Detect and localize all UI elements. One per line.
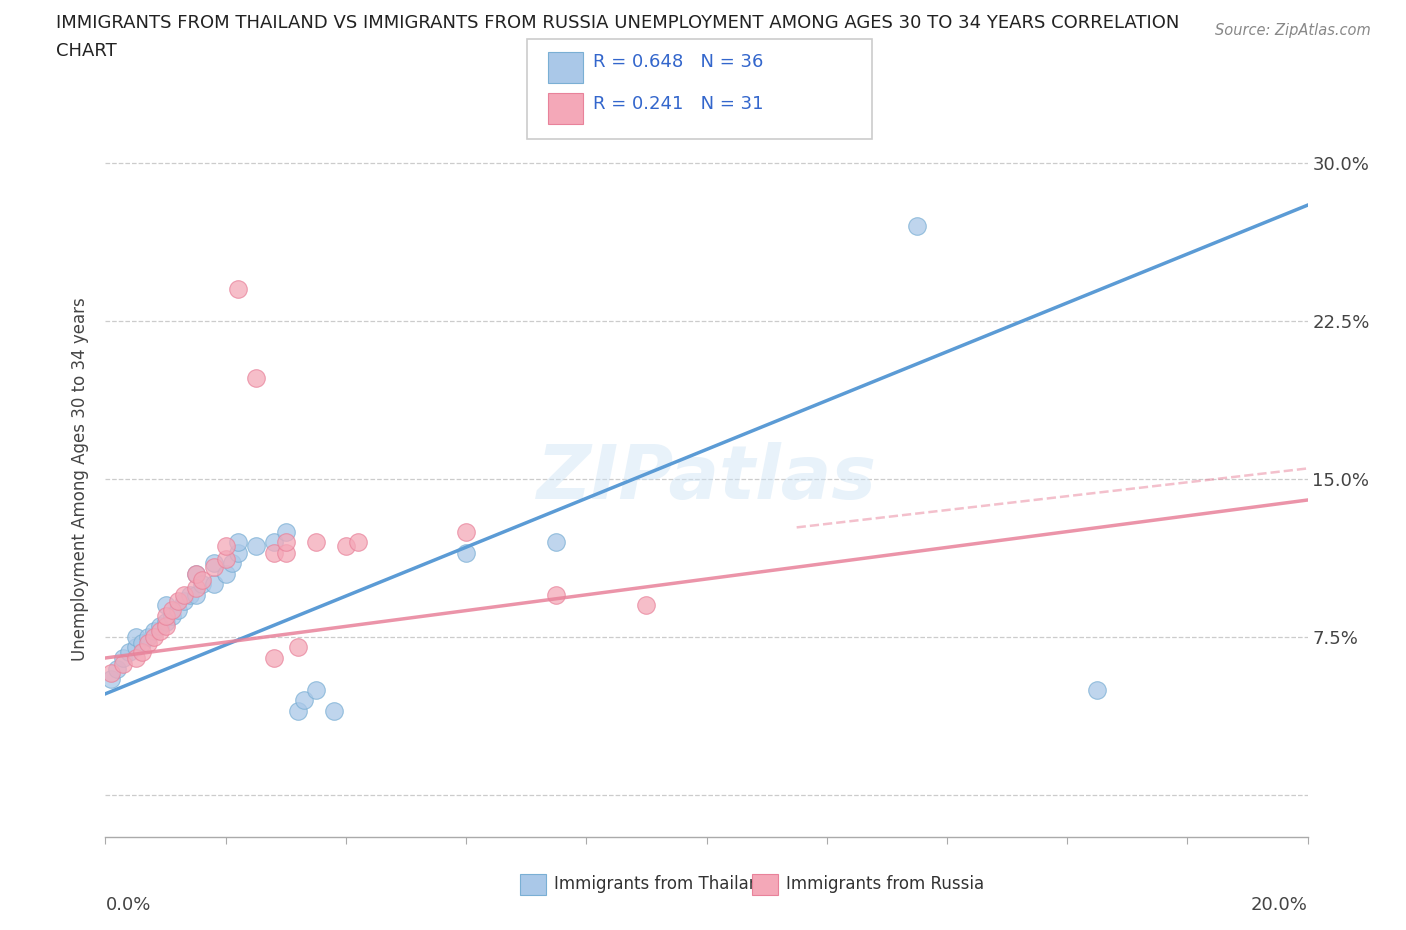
Point — [112, 651, 135, 666]
Point — [179, 588, 201, 603]
Text: Immigrants from Russia: Immigrants from Russia — [786, 874, 984, 893]
Point — [107, 661, 129, 676]
Point — [274, 535, 297, 550]
Point — [226, 545, 249, 560]
Text: IMMIGRANTS FROM THAILAND VS IMMIGRANTS FROM RUSSIA UNEMPLOYMENT AMONG AGES 30 TO: IMMIGRANTS FROM THAILAND VS IMMIGRANTS F… — [56, 14, 1180, 32]
Point — [226, 282, 249, 297]
Point — [214, 566, 236, 581]
Text: ZIPatlas: ZIPatlas — [537, 443, 876, 515]
Point — [214, 551, 236, 566]
Point — [202, 556, 225, 571]
Point — [155, 598, 177, 613]
Point — [226, 535, 249, 550]
Point — [305, 682, 328, 697]
Point — [287, 703, 309, 718]
Point — [166, 593, 188, 608]
Point — [131, 644, 153, 659]
Point — [173, 588, 195, 603]
Point — [184, 566, 207, 581]
Point — [148, 623, 170, 638]
Text: R = 0.241   N = 31: R = 0.241 N = 31 — [593, 95, 763, 113]
Point — [100, 671, 122, 686]
Point — [136, 636, 159, 651]
Point — [160, 602, 183, 617]
Point — [335, 538, 357, 553]
Point — [184, 581, 207, 596]
Point — [131, 636, 153, 651]
Point — [263, 651, 285, 666]
Point — [118, 644, 141, 659]
Text: Source: ZipAtlas.com: Source: ZipAtlas.com — [1215, 23, 1371, 38]
Point — [166, 602, 188, 617]
Text: Immigrants from Thailand: Immigrants from Thailand — [554, 874, 769, 893]
Point — [184, 566, 207, 581]
Point — [287, 640, 309, 655]
Y-axis label: Unemployment Among Ages 30 to 34 years: Unemployment Among Ages 30 to 34 years — [70, 297, 89, 661]
Text: 0.0%: 0.0% — [105, 896, 150, 914]
Point — [155, 608, 177, 623]
Point — [1085, 682, 1108, 697]
Point — [454, 525, 477, 539]
Point — [274, 545, 297, 560]
Point — [546, 535, 568, 550]
Point — [202, 560, 225, 575]
Point — [184, 588, 207, 603]
Point — [636, 598, 658, 613]
Point — [142, 623, 165, 638]
Text: R = 0.648   N = 36: R = 0.648 N = 36 — [593, 53, 763, 71]
Point — [190, 577, 212, 591]
Point — [148, 619, 170, 634]
Point — [100, 665, 122, 680]
Point — [190, 573, 212, 588]
Point — [214, 538, 236, 553]
Point — [142, 630, 165, 644]
Point — [263, 535, 285, 550]
Point — [124, 630, 146, 644]
Point — [124, 651, 146, 666]
Point — [112, 657, 135, 671]
Point — [221, 556, 243, 571]
Point — [245, 370, 267, 385]
Point — [263, 545, 285, 560]
Point — [155, 615, 177, 630]
Point — [160, 608, 183, 623]
Point — [202, 577, 225, 591]
Point — [136, 630, 159, 644]
Point — [124, 640, 146, 655]
Text: 20.0%: 20.0% — [1251, 896, 1308, 914]
Point — [155, 619, 177, 634]
Point — [274, 525, 297, 539]
Point — [347, 535, 370, 550]
Point — [454, 545, 477, 560]
Point — [292, 693, 315, 708]
Point — [245, 538, 267, 553]
Text: CHART: CHART — [56, 42, 117, 60]
Point — [905, 219, 928, 233]
Point — [322, 703, 344, 718]
Point — [305, 535, 328, 550]
Point — [173, 593, 195, 608]
Point — [546, 588, 568, 603]
